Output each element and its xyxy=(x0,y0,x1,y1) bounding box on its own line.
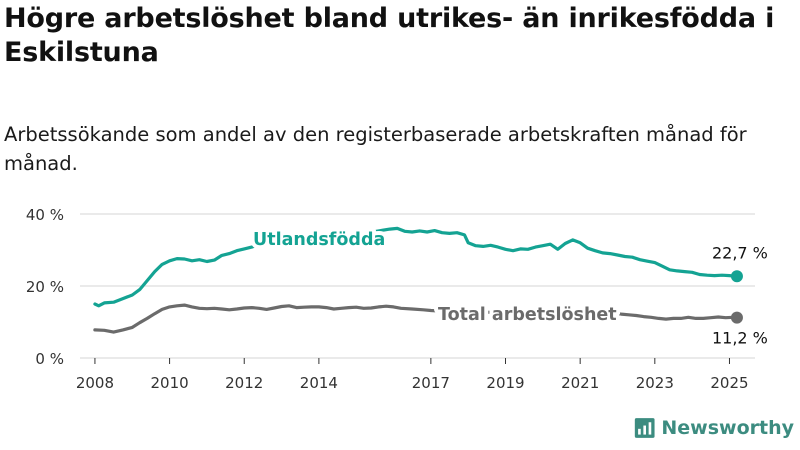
end-point-marker xyxy=(730,270,743,283)
x-tick-label: 2017 xyxy=(412,374,450,392)
end-value-label: 22,7 % xyxy=(712,243,768,262)
series-label: Utlandsfödda xyxy=(253,230,385,250)
x-tick-label: 2012 xyxy=(225,374,263,392)
y-tick-label: 20 % xyxy=(26,278,64,296)
x-tick-label: 2014 xyxy=(300,374,338,392)
x-tick-label: 2025 xyxy=(710,374,748,392)
series-label-halo: Utlandsfödda xyxy=(253,230,385,250)
y-tick-label: 40 % xyxy=(26,206,64,224)
newsworthy-logo: Newsworthy xyxy=(634,410,794,446)
end-value-label: 11,2 % xyxy=(712,329,768,348)
x-tick-label: 2019 xyxy=(486,374,524,392)
y-tick-label: 0 % xyxy=(35,350,64,368)
series-line-total xyxy=(93,303,739,334)
x-tick-label: 2021 xyxy=(561,374,599,392)
newsworthy-bar-icon xyxy=(634,418,655,438)
series-label: Total arbetslöshet xyxy=(438,305,617,325)
x-tick-label: 2008 xyxy=(76,374,114,392)
series-line-utlandsfodda xyxy=(93,226,739,308)
end-point-marker xyxy=(730,311,743,324)
series-label-halo: Total arbetslöshet xyxy=(438,305,617,325)
chart-subtitle: Arbetssökande som andel av den registerb… xyxy=(4,123,747,175)
line-chart: 0 % 20 % 40 % 2008 2010 2012 2014 2017 2019 2021 2… xyxy=(26,206,768,392)
logo-text: Newsworthy xyxy=(661,417,794,439)
x-tick-label: 2010 xyxy=(150,374,188,392)
chart-title: Högre arbetslöshet bland utrikes- än inr… xyxy=(4,3,775,68)
x-tick-label: 2023 xyxy=(636,374,674,392)
